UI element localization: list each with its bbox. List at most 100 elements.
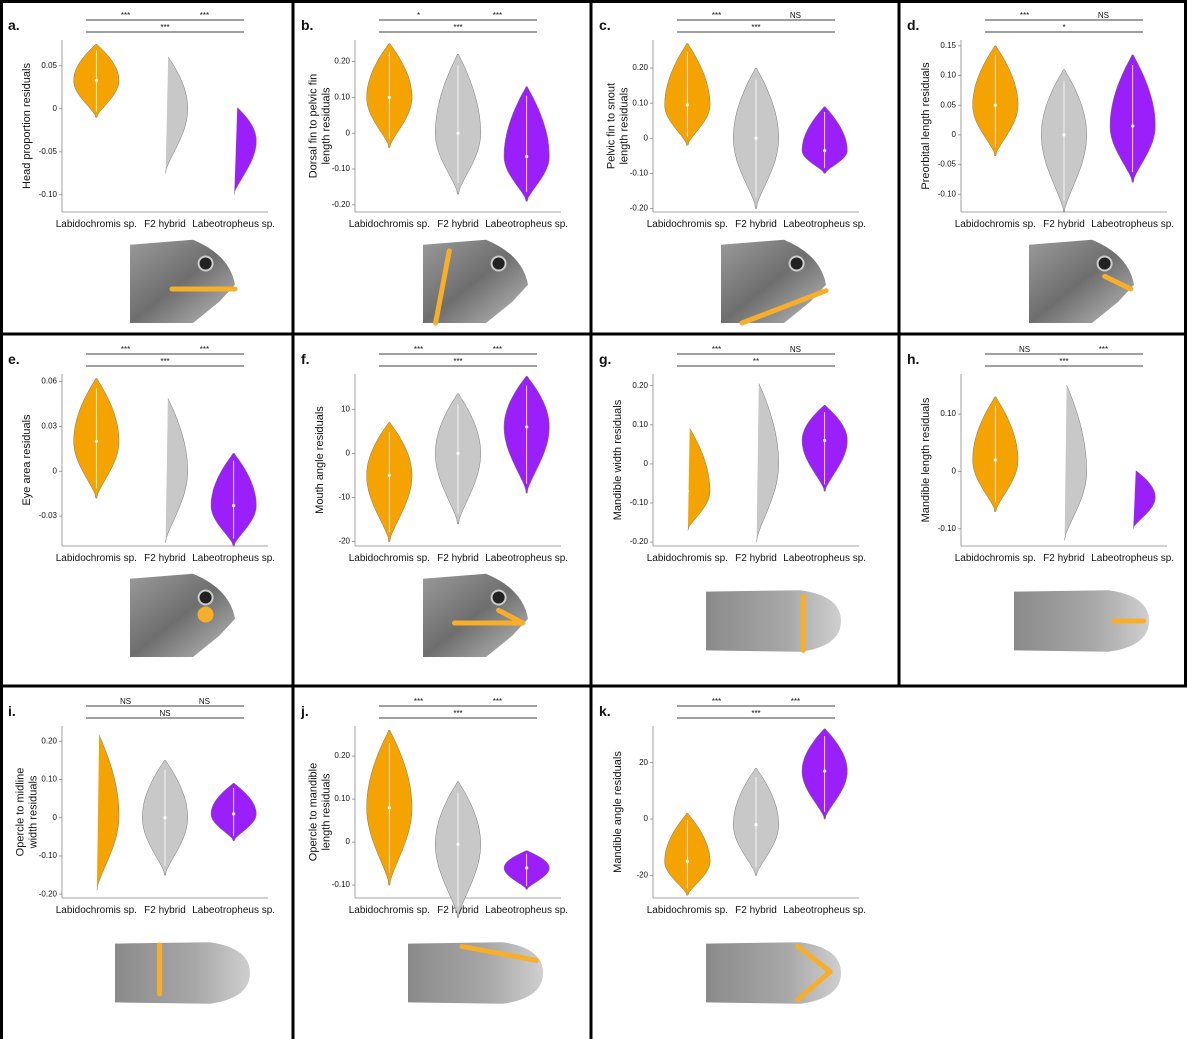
median-point	[754, 823, 757, 826]
x-tick-label: Labeotropheus sp.	[192, 553, 275, 564]
median-point	[525, 155, 528, 158]
violin	[688, 428, 710, 530]
y-tick-label: 0.10	[334, 794, 350, 803]
median-point	[388, 96, 391, 99]
y-axis-label: Opercle to mandible	[308, 763, 320, 861]
significance-label: NS	[199, 697, 210, 706]
x-tick-label: Labeotropheus sp.	[192, 905, 275, 916]
y-tick-label: -0.20	[630, 204, 649, 213]
median-point	[232, 504, 235, 507]
median-point	[163, 470, 166, 473]
median-point	[823, 439, 826, 442]
y-tick-label: 0.20	[334, 57, 350, 66]
fish-head	[706, 942, 841, 1004]
median-point	[525, 425, 528, 428]
x-tick-label: F2 hybrid	[144, 905, 186, 916]
significance-label: ***	[121, 345, 130, 354]
measurement-circle	[198, 607, 214, 623]
fish-eye	[199, 257, 213, 271]
x-tick-label: F2 hybrid	[437, 553, 479, 564]
median-point	[232, 812, 235, 815]
significance-label: ***	[493, 11, 502, 20]
y-tick-label: 0	[644, 814, 649, 823]
significance-label: NS	[1019, 345, 1030, 354]
fish-eye	[790, 257, 804, 271]
median-point	[686, 103, 689, 106]
x-tick-label: Labeotropheus sp.	[1091, 219, 1174, 230]
significance-label: ***	[493, 697, 502, 706]
y-tick-label: 0.05	[940, 100, 956, 109]
y-tick-label: -0.10	[332, 164, 351, 173]
fish-illustration	[706, 590, 841, 652]
median-point	[95, 440, 98, 443]
y-tick-label: 0.03	[41, 421, 57, 430]
panel: e.-0.0300.030.06Eye area residualsLabido…	[8, 345, 275, 657]
y-axis-label: Mandible width residuals	[612, 399, 624, 520]
x-tick-label: Labeotropheus sp.	[192, 219, 275, 230]
fish-illustration	[408, 942, 543, 1004]
fish-illustration	[706, 942, 841, 1004]
y-axis-label: Dorsal fin to pelvic fin	[308, 74, 320, 179]
x-tick-label: F2 hybrid	[735, 219, 777, 230]
y-axis-label: Mouth angle residuals	[314, 406, 326, 514]
significance-label: ***	[160, 23, 169, 32]
significance-label: NS	[790, 11, 801, 20]
median-point	[525, 866, 528, 869]
significance-label: *	[417, 11, 420, 20]
x-tick-label: Labidochromis sp.	[647, 905, 728, 916]
median-point	[456, 843, 459, 846]
x-tick-label: Labidochromis sp.	[349, 905, 430, 916]
y-tick-label: 0	[346, 837, 351, 846]
fish-head	[130, 240, 235, 323]
panel: k.-20020Mandible angle residualsLabidoch…	[599, 697, 866, 1004]
fish-head	[706, 590, 841, 652]
fish-eye	[492, 591, 506, 605]
fish-illustration	[423, 574, 528, 657]
fish-illustration	[130, 574, 235, 657]
significance-label: ***	[414, 345, 423, 354]
fish-illustration	[115, 942, 250, 1004]
significance-label: **	[753, 357, 759, 366]
x-tick-label: Labeotropheus sp.	[783, 219, 866, 230]
panel-letter: c.	[599, 17, 611, 33]
y-tick-label: 0.05	[41, 61, 57, 70]
violin	[1133, 471, 1155, 529]
x-tick-label: Labidochromis sp.	[955, 553, 1036, 564]
y-tick-label: -20	[338, 537, 350, 546]
y-tick-label: -0.20	[39, 889, 58, 898]
x-tick-label: F2 hybrid	[735, 905, 777, 916]
median-point	[823, 149, 826, 152]
violin	[1065, 385, 1087, 540]
y-tick-label: 0	[53, 813, 58, 822]
x-tick-label: Labeotropheus sp.	[485, 553, 568, 564]
significance-label: ***	[453, 709, 462, 718]
y-axis-label: Mandible length residuals	[920, 397, 932, 522]
significance-label: ***	[493, 345, 502, 354]
fish-eye	[1098, 257, 1112, 271]
x-tick-label: F2 hybrid	[144, 553, 186, 564]
median-point	[456, 132, 459, 135]
y-tick-label: 0.15	[940, 41, 956, 50]
panel: h.-0.1000.10Mandible length residualsLab…	[907, 345, 1174, 652]
panel-letter: f.	[301, 351, 310, 367]
significance-label: ***	[121, 11, 130, 20]
significance-label: ***	[453, 23, 462, 32]
y-tick-label: 0.06	[41, 377, 57, 386]
x-tick-label: Labeotropheus sp.	[485, 905, 568, 916]
x-tick-label: Labidochromis sp.	[955, 219, 1036, 230]
fish-illustration	[721, 240, 826, 323]
panel-borders	[0, 0, 1187, 1039]
y-tick-label: -20	[636, 871, 648, 880]
violin	[166, 57, 188, 173]
y-tick-label: -10	[338, 493, 350, 502]
median-point	[1131, 496, 1134, 499]
y-tick-label: 0	[952, 467, 957, 476]
fish-head	[115, 942, 250, 1004]
significance-label: ***	[1099, 345, 1108, 354]
significance-label: ***	[453, 357, 462, 366]
x-tick-label: Labidochromis sp.	[349, 553, 430, 564]
median-point	[994, 104, 997, 107]
y-tick-label: 0.10	[334, 92, 350, 101]
